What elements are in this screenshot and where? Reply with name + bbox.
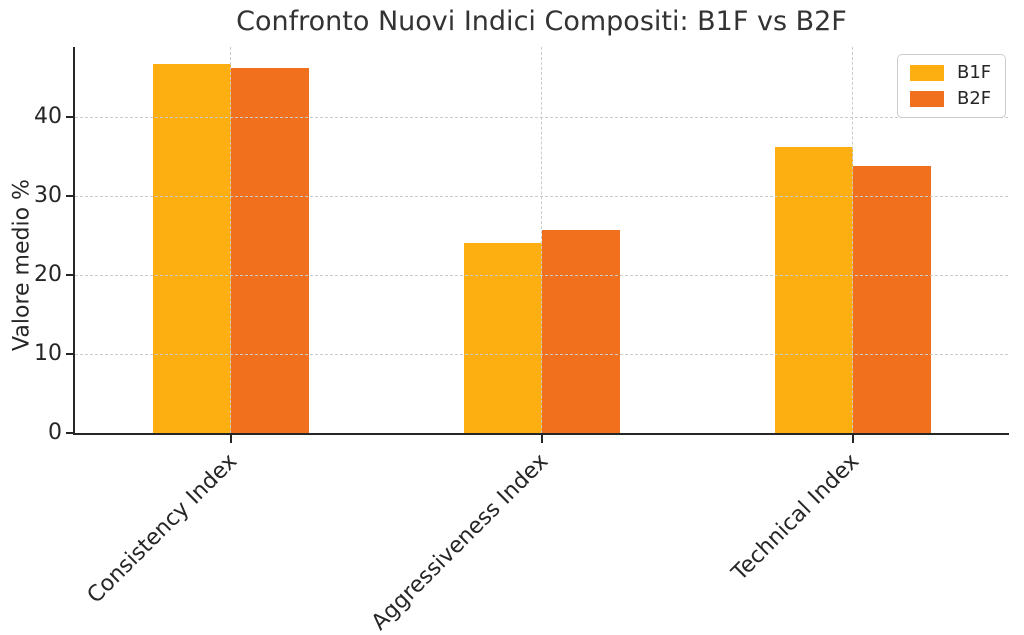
chart-title: Confronto Nuovi Indici Compositi: B1F vs…	[236, 6, 847, 37]
y-tick-label: 0	[48, 420, 62, 445]
legend-item: B1F	[910, 64, 991, 82]
y-axis-spine	[73, 47, 75, 435]
legend-swatch-b2f	[910, 91, 944, 107]
legend-swatch-b1f	[910, 65, 944, 81]
y-tick-label: 20	[34, 262, 62, 288]
gridline-horizontal	[75, 196, 1008, 198]
bar-b2f-1	[541, 230, 620, 433]
x-tick-label: Aggressiveness Index	[366, 449, 554, 635]
gridline-vertical	[229, 47, 231, 433]
bar-b1f-0	[152, 63, 231, 433]
x-tick-label: Technical Index	[727, 449, 865, 586]
x-tick-mark	[540, 435, 543, 443]
legend-label: B2F	[957, 88, 992, 109]
gridline-vertical	[851, 47, 853, 433]
y-tick-label: 40	[34, 104, 62, 130]
x-tick-label: Consistency Index	[82, 449, 243, 609]
y-tick-label: 10	[34, 341, 62, 367]
legend-item: B2F	[910, 90, 991, 108]
x-tick-mark	[229, 435, 232, 443]
gridline-horizontal	[75, 275, 1008, 277]
y-tick-label: 30	[34, 183, 62, 209]
bar-b2f-2	[852, 166, 931, 433]
bar-b2f-0	[230, 67, 309, 433]
legend-label: B1F	[957, 62, 992, 83]
y-tick-mark	[66, 116, 74, 119]
gridline-vertical	[540, 47, 542, 433]
bar-b1f-1	[463, 242, 542, 433]
bar-b1f-2	[774, 147, 853, 433]
legend: B1F B2F	[897, 54, 1007, 118]
x-axis-spine	[73, 433, 1009, 435]
y-tick-mark	[66, 432, 74, 434]
x-tick-mark	[851, 435, 854, 443]
plot-area	[75, 47, 1008, 433]
y-tick-mark	[66, 274, 74, 277]
y-tick-mark	[66, 353, 74, 356]
gridline-horizontal	[75, 354, 1008, 356]
y-tick-mark	[66, 195, 74, 198]
gridline-horizontal	[75, 117, 1008, 119]
